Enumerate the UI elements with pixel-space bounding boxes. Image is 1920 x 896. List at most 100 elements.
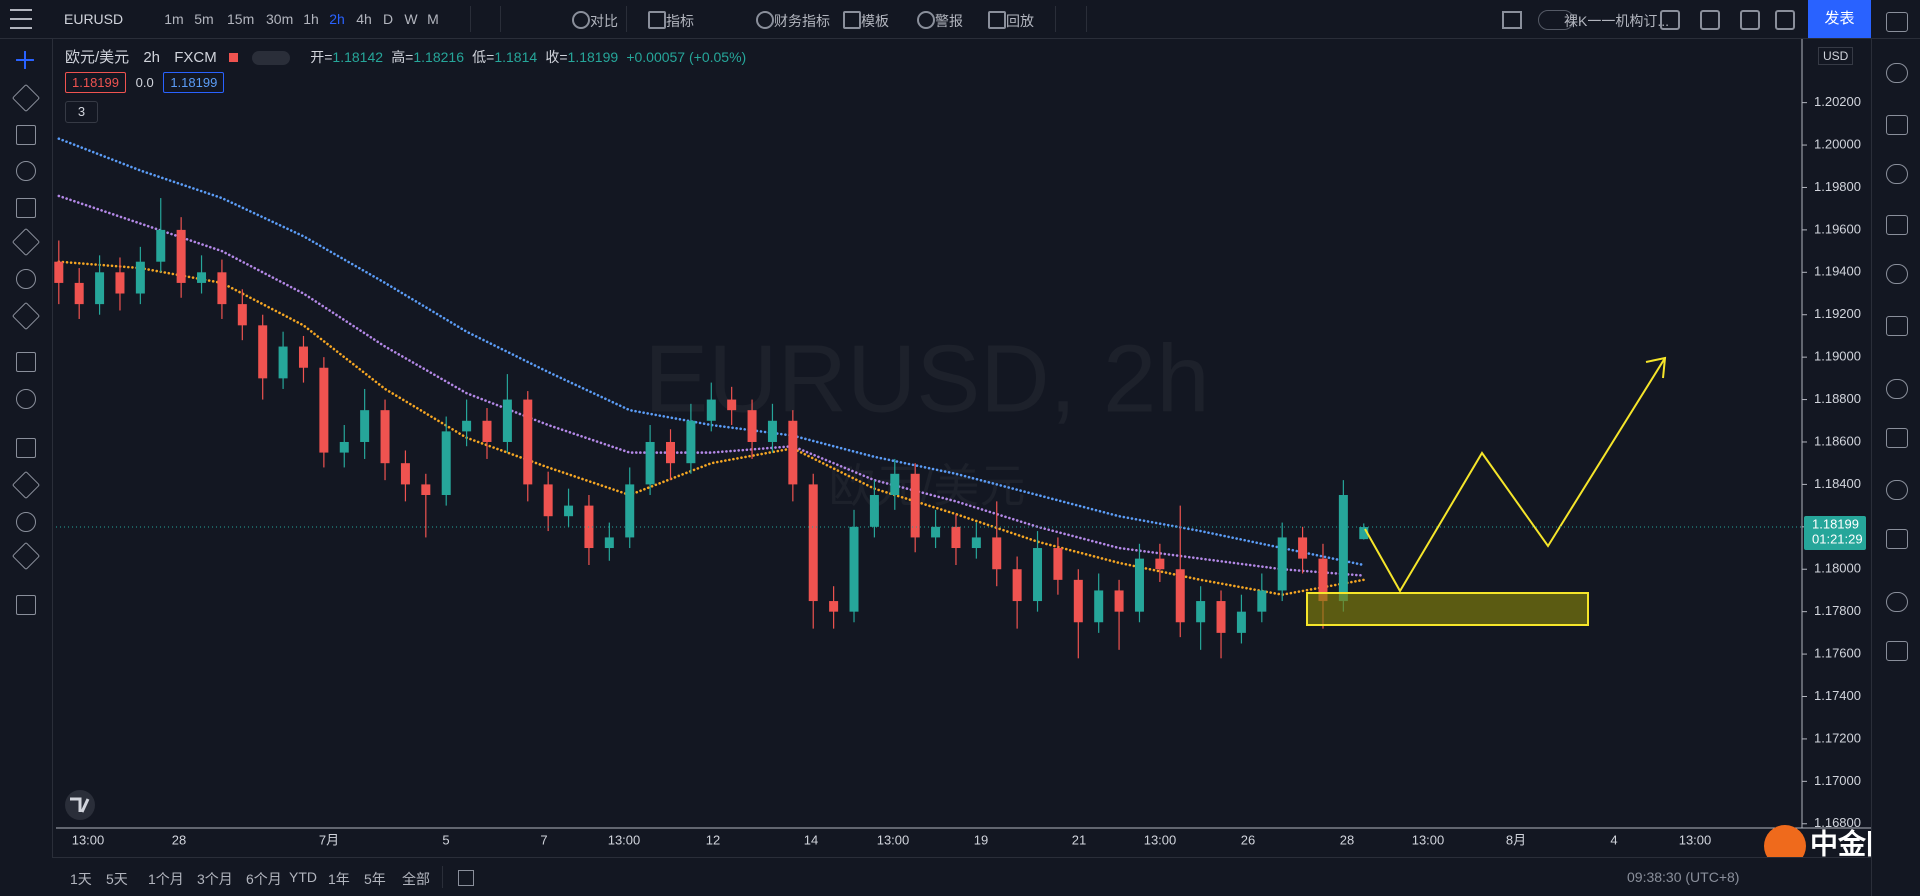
interval[interactable]: D: [382, 11, 394, 27]
tool-icon[interactable]: [11, 227, 41, 257]
range-button[interactable]: 6个月: [246, 871, 282, 887]
interval[interactable]: 30m: [266, 11, 294, 27]
tool-icon[interactable]: [16, 595, 36, 615]
separator: [1055, 6, 1056, 32]
side-icon[interactable]: [1886, 215, 1908, 235]
toolbar-icon[interactable]: [1660, 10, 1680, 30]
toolbar-icon[interactable]: [1740, 10, 1760, 30]
tool-icon[interactable]: [11, 156, 41, 186]
x-tick-label: 13:00: [1679, 832, 1712, 847]
side-icon[interactable]: [1886, 115, 1908, 135]
x-tick-label: 5: [442, 832, 449, 847]
interval[interactable]: W: [404, 11, 418, 27]
countdown: 01:21:29: [1812, 531, 1863, 546]
tool-icon[interactable]: [11, 384, 41, 414]
tool-label[interactable]: 模板: [861, 13, 889, 29]
goto-icon[interactable]: [458, 870, 474, 886]
tool-icon[interactable]: [16, 512, 36, 532]
layout-icon[interactable]: [1502, 11, 1522, 29]
candle-body: [462, 420, 472, 432]
side-icon[interactable]: [1886, 164, 1908, 184]
interval[interactable]: 1h: [303, 11, 319, 27]
candle-body: [298, 346, 308, 368]
candle-body: [829, 601, 839, 612]
tool-icon[interactable]: [16, 269, 36, 289]
tool-icon[interactable]: [16, 352, 36, 372]
y-tick-label: 1.20200: [1814, 94, 1861, 109]
tool-icon[interactable]: [917, 11, 935, 29]
tool-icon[interactable]: [648, 11, 666, 29]
ask[interactable]: 1.18199: [163, 72, 225, 93]
candle-body: [788, 420, 798, 485]
range-button[interactable]: 1年: [328, 871, 350, 887]
range-button[interactable]: 5年: [364, 871, 386, 887]
range-button[interactable]: 1个月: [148, 871, 184, 887]
side-icon[interactable]: [1886, 592, 1908, 612]
tool-label[interactable]: 财务指标: [774, 13, 830, 29]
tool-icon[interactable]: [572, 11, 590, 29]
side-icon[interactable]: [1886, 63, 1908, 83]
tool-icon[interactable]: [843, 11, 861, 29]
range-button[interactable]: 1天: [70, 871, 92, 887]
change: +0.00057 (+0.05%): [626, 49, 747, 65]
tool-label[interactable]: 警报: [935, 13, 963, 29]
tool-icon[interactable]: [16, 438, 36, 458]
y-tick-label: 1.19600: [1814, 221, 1861, 236]
interval[interactable]: M: [427, 11, 439, 27]
candle-body: [1012, 569, 1022, 602]
range-button[interactable]: 3个月: [197, 871, 233, 887]
tool-icon[interactable]: [16, 51, 34, 69]
tool-icon[interactable]: [11, 541, 41, 571]
side-icon[interactable]: [1886, 428, 1908, 448]
candle-body: [176, 229, 186, 283]
interval[interactable]: 2h: [329, 11, 345, 27]
indicators-toggle[interactable]: 3: [65, 101, 98, 123]
interval[interactable]: 1m: [164, 11, 184, 27]
tool-icon[interactable]: [988, 11, 1006, 29]
range-button[interactable]: 5天: [106, 871, 128, 887]
y-tick-label: 1.18000: [1814, 561, 1861, 576]
tool-label[interactable]: 指标: [666, 13, 694, 29]
x-tick-label: 14: [804, 832, 818, 847]
tool-label[interactable]: 回放: [1006, 13, 1034, 29]
arrow-head: [1645, 356, 1667, 379]
range-button[interactable]: YTD: [289, 869, 317, 885]
bid[interactable]: 1.18199: [65, 72, 126, 93]
interval[interactable]: 5m: [194, 11, 214, 27]
side-icon[interactable]: [1886, 379, 1908, 399]
toolbar-icon[interactable]: [1700, 10, 1720, 30]
candle-body: [1053, 548, 1063, 580]
symbol[interactable]: EURUSD: [64, 11, 124, 27]
x-tick-label: 13:00: [1412, 832, 1445, 847]
candle-body: [1236, 611, 1246, 633]
side-icon[interactable]: [1886, 316, 1908, 336]
currency[interactable]: USD: [1818, 47, 1854, 65]
y-tick-label: 1.20000: [1814, 136, 1861, 151]
publish-button[interactable]: 发表: [1808, 0, 1871, 38]
tool-icon[interactable]: [756, 11, 774, 29]
legend-source: FXCM: [174, 49, 217, 66]
candle-body: [1216, 601, 1226, 633]
side-icon[interactable]: [1886, 264, 1908, 284]
toolbar-icon[interactable]: [1775, 10, 1795, 30]
tool-icon[interactable]: [11, 470, 41, 500]
candle-body: [727, 399, 737, 411]
ohlc-label: 高=: [391, 49, 414, 65]
template-name[interactable]: 裸K一一机构订...: [1564, 13, 1670, 29]
interval[interactable]: 15m: [227, 11, 255, 27]
tool-icon[interactable]: [11, 83, 41, 113]
side-icon[interactable]: [1886, 641, 1908, 661]
legend: 欧元/美元 2h FXCM 开=1.18142 高=1.18216 低=1.18…: [65, 46, 746, 67]
interval[interactable]: 4h: [356, 11, 372, 27]
tool-icon[interactable]: [16, 125, 36, 145]
tool-icon[interactable]: [16, 198, 36, 218]
side-icon[interactable]: [1886, 12, 1908, 32]
side-icon[interactable]: [1886, 529, 1908, 549]
range-button[interactable]: 全部: [402, 871, 430, 887]
menu-icon[interactable]: [10, 9, 32, 29]
bottom-toolbar: 09:38:30 (UTC+8) 1天 5天 1个月 3个月 6个月 YTD 1年 5年 全部: [52, 857, 1871, 896]
tool-label[interactable]: 对比: [590, 13, 618, 29]
side-icon[interactable]: [1886, 480, 1908, 500]
tool-icon[interactable]: [11, 301, 41, 331]
